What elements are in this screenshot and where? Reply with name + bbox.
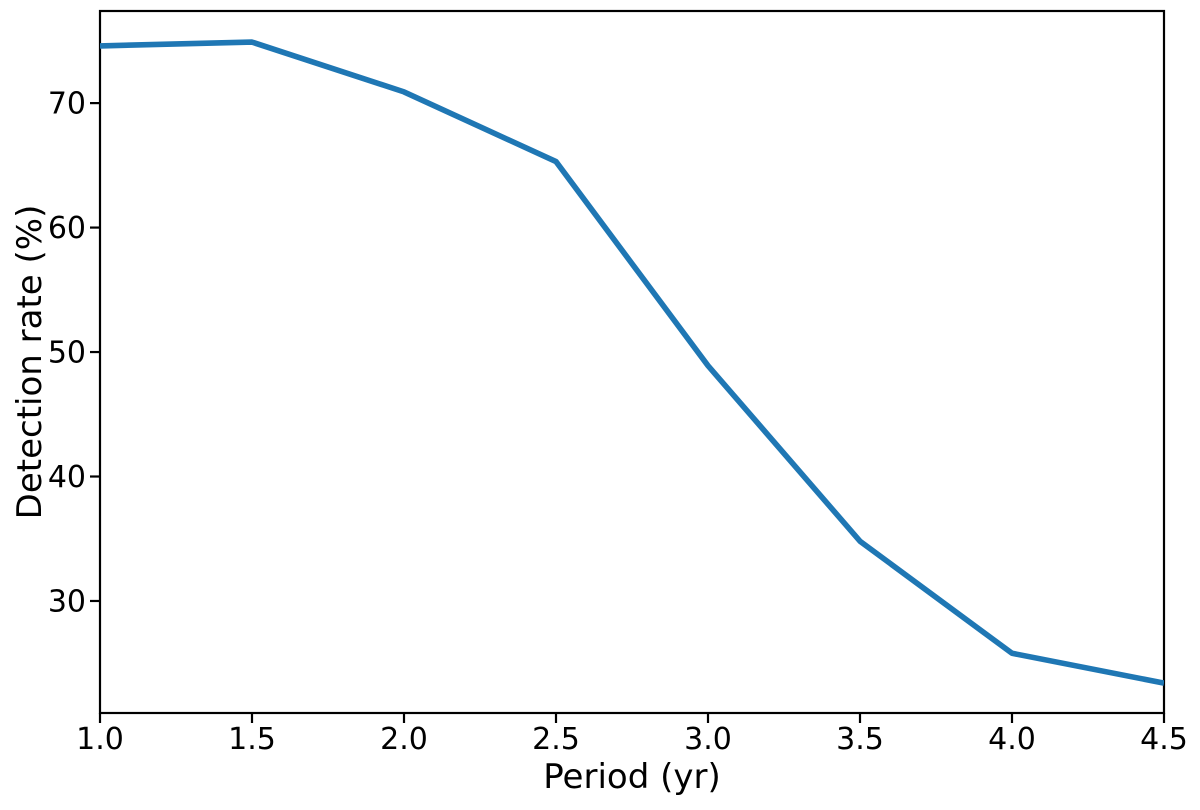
y-tick-label: 70 (48, 87, 86, 122)
y-tick-label: 40 (48, 460, 86, 495)
x-axis-label: Period (yr) (543, 757, 720, 797)
y-tick-label: 30 (48, 584, 86, 619)
data-series-line (100, 39, 1164, 686)
y-tick-label: 50 (48, 336, 86, 371)
y-tick-label: 60 (48, 211, 86, 246)
x-tick-label: 1.0 (76, 722, 124, 757)
x-tick-label: 3.0 (684, 722, 732, 757)
x-tick-label: 2.0 (380, 722, 428, 757)
y-axis-label: Detection rate (%) (10, 205, 50, 520)
x-tick-label: 2.5 (532, 722, 580, 757)
plot-border (98, 9, 1166, 715)
x-tick-label: 1.5 (228, 722, 276, 757)
plot-area: 1.0 1.5 2.0 2.5 3.0 3.5 4.0 4.5 30 40 50 60 70 (48, 9, 1188, 757)
x-tick-label: 3.5 (836, 722, 884, 757)
x-tick-label: 4.5 (1140, 722, 1188, 757)
x-tick-label: 4.0 (988, 722, 1036, 757)
